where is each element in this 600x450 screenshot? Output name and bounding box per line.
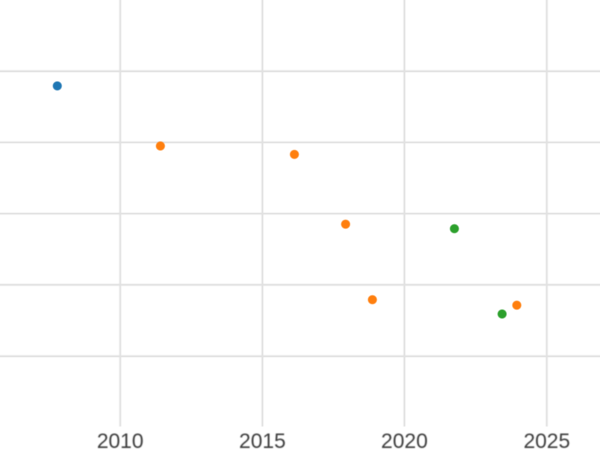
svg-text:2015: 2015 xyxy=(239,430,286,450)
svg-text:2010: 2010 xyxy=(97,430,144,450)
svg-text:2025: 2025 xyxy=(523,430,570,450)
svg-text:2020: 2020 xyxy=(381,430,428,450)
